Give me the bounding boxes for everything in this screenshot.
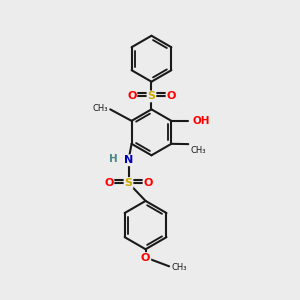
Text: N: N bbox=[124, 155, 133, 165]
Text: S: S bbox=[124, 178, 133, 188]
Text: CH₃: CH₃ bbox=[190, 146, 206, 155]
Text: O: O bbox=[141, 253, 150, 263]
Text: OH: OH bbox=[193, 116, 210, 126]
Text: CH₃: CH₃ bbox=[92, 104, 108, 113]
Text: O: O bbox=[167, 92, 176, 101]
Text: H: H bbox=[109, 154, 117, 164]
Text: O: O bbox=[127, 92, 136, 101]
Text: O: O bbox=[104, 178, 113, 188]
Text: CH₃: CH₃ bbox=[172, 263, 187, 272]
Text: S: S bbox=[148, 92, 155, 101]
Text: O: O bbox=[143, 178, 153, 188]
